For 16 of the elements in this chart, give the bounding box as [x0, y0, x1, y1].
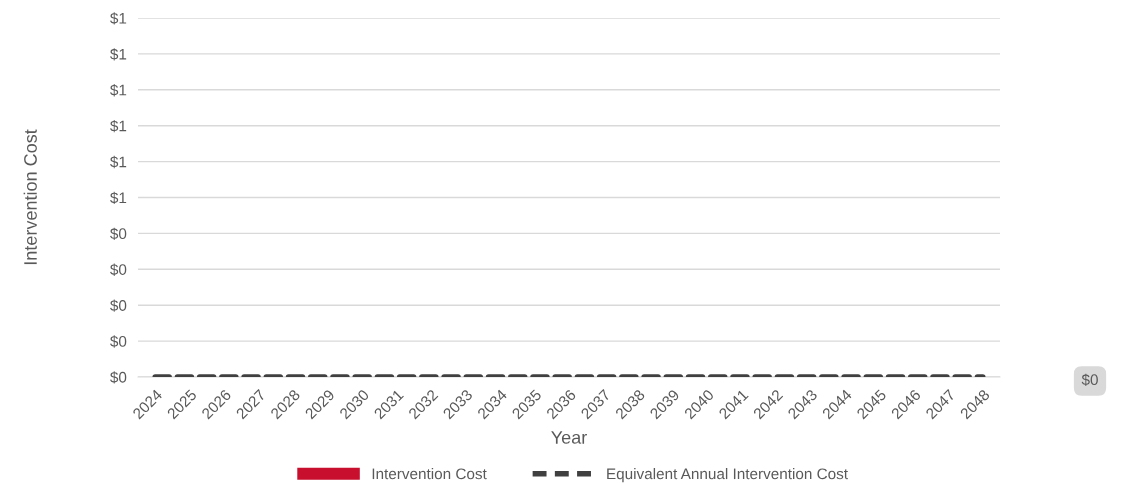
y-tick-label: $0 [110, 299, 127, 312]
legend-label: Equivalent Annual Intervention Cost [607, 468, 848, 483]
y-tick-label: $0 [110, 371, 127, 384]
y-tick-label: $1 [110, 12, 127, 25]
y-tick-label: $1 [110, 119, 127, 133]
legend-label: Intervention Cost [372, 468, 487, 480]
text: $0 [1081, 373, 1098, 387]
y-tick-label: $1 [110, 84, 127, 97]
y-axis-title: Intervention Cost [23, 129, 37, 265]
x-axis-title: Year [551, 431, 587, 444]
y-tick-label: $0 [110, 335, 127, 348]
y-tick-label: $1 [110, 48, 127, 61]
y-tick-label: $0 [110, 227, 127, 240]
y-tick-label: $0 [110, 263, 127, 276]
y-tick-label: $1 [110, 155, 127, 169]
y-tick-label: $1 [110, 191, 127, 205]
